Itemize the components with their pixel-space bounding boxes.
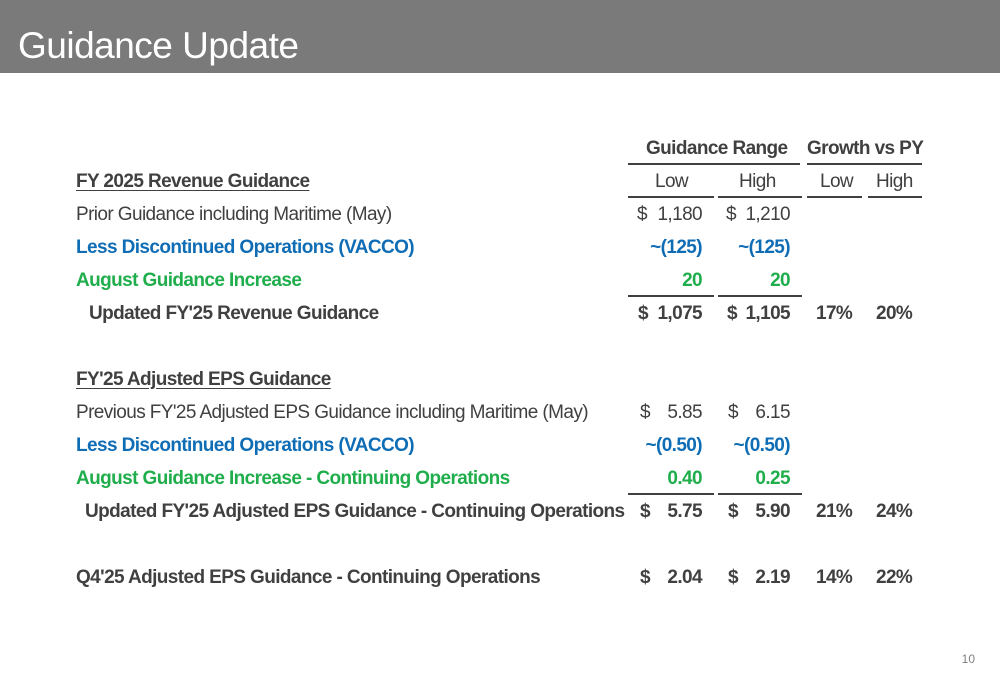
eps-less-label: Less Discontinued Operations (VACCO) [76,435,415,456]
revenue-increase-low: 20 [682,270,703,291]
eps-prior-high: 6.15 [755,402,790,423]
revenue-less-high: ~(125) [738,237,790,258]
revenue-total-rule-high [718,295,802,297]
col-growth-high-rule [868,196,922,198]
eps-updated-high: 5.90 [755,501,790,522]
col-high-header: High [739,171,776,192]
eps-growth-high: 24% [876,501,913,522]
col-high-rule [718,196,802,198]
eps-growth-low: 21% [816,501,853,522]
col-growth-low-header: Low [820,171,854,192]
eps-less-low: ~(0.50) [645,435,702,456]
growth-vs-py-header: Growth vs PY [807,138,924,159]
eps-total-rule-high [718,493,802,495]
revenue-increase-high: 20 [770,270,791,291]
revenue-updated-low: 1,075 [657,303,702,324]
col-growth-high-header: High [876,171,913,192]
eps-updated-low-dollar: $ [640,501,651,522]
col-growth-low-rule [807,196,862,198]
eps-increase-low: 0.40 [667,468,702,489]
revenue-less-label: Less Discontinued Operations (VACCO) [76,237,415,258]
eps-total-rule-low [628,493,714,495]
col-low-header: Low [655,171,689,192]
revenue-prior-high: 1,210 [745,204,790,225]
q4-eps-low: 2.04 [667,567,702,588]
growth-vs-py-rule [807,163,922,165]
eps-increase-label: August Guidance Increase - Continuing Op… [76,468,510,489]
slide-title: Guidance Update [18,25,299,66]
q4-growth-high: 22% [876,567,913,588]
eps-prior-high-dollar: $ [728,402,739,423]
revenue-updated-high-dollar: $ [727,303,738,324]
eps-less-high: ~(0.50) [733,435,790,456]
guidance-range-rule [628,163,800,165]
q4-eps-high: 2.19 [755,567,790,588]
title-bar [0,0,1000,73]
revenue-growth-low: 17% [816,303,853,324]
guidance-range-header: Guidance Range [646,138,788,159]
page-number: 10 [961,652,975,666]
revenue-prior-high-dollar: $ [726,204,737,225]
revenue-section-heading: FY 2025 Revenue Guidance [76,171,310,192]
revenue-prior-low: 1,180 [657,204,702,225]
q4-eps-label: Q4'25 Adjusted EPS Guidance - Continuing… [76,567,541,588]
eps-increase-high: 0.25 [755,468,790,489]
revenue-growth-high: 20% [876,303,913,324]
revenue-less-low: ~(125) [650,237,702,258]
q4-growth-low: 14% [816,567,853,588]
eps-prior-low: 5.85 [667,402,702,423]
revenue-prior-low-dollar: $ [637,204,648,225]
revenue-updated-low-dollar: $ [638,303,649,324]
eps-prior-low-dollar: $ [640,402,651,423]
eps-section-heading: FY'25 Adjusted EPS Guidance [76,369,331,390]
revenue-updated-high: 1,105 [745,303,790,324]
eps-updated-label: Updated FY'25 Adjusted EPS Guidance - Co… [85,501,625,522]
col-low-rule [628,196,714,198]
q4-eps-high-dollar: $ [728,567,739,588]
revenue-updated-label: Updated FY'25 Revenue Guidance [89,303,379,324]
revenue-increase-label: August Guidance Increase [76,270,302,291]
revenue-prior-label: Prior Guidance including Maritime (May) [76,204,392,225]
q4-eps-low-dollar: $ [640,567,651,588]
eps-updated-high-dollar: $ [728,501,739,522]
eps-prior-label: Previous FY'25 Adjusted EPS Guidance inc… [76,402,589,423]
eps-updated-low: 5.75 [667,501,702,522]
revenue-total-rule-low [628,295,714,297]
